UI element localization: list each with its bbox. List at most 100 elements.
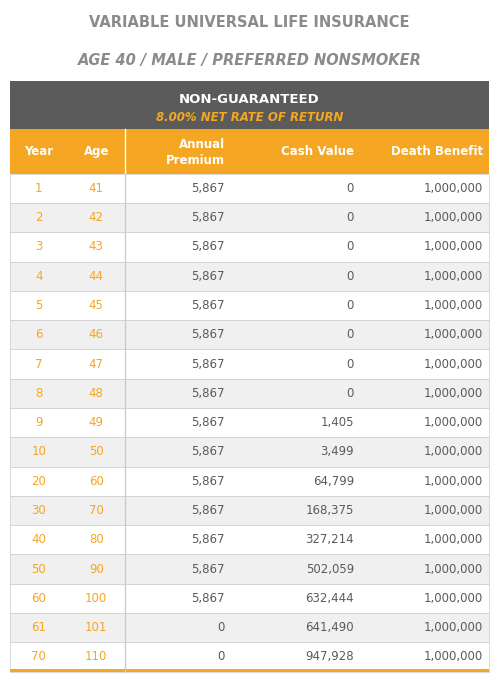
Text: 1,000,000: 1,000,000 [424,416,483,429]
Text: 1,000,000: 1,000,000 [424,621,483,634]
Bar [10,554,489,584]
Text: 46: 46 [89,328,104,342]
Text: 7: 7 [35,358,42,371]
Text: NON-GUARANTEED: NON-GUARANTEED [179,93,320,106]
Bar [10,232,489,262]
Text: 60: 60 [31,592,46,605]
Bar [10,584,489,613]
Text: 101: 101 [85,621,107,634]
Text: 9: 9 [35,416,42,429]
Text: 5,867: 5,867 [191,299,225,312]
Text: 0: 0 [347,270,354,283]
Text: 1,000,000: 1,000,000 [424,387,483,400]
Text: 327,214: 327,214 [305,533,354,546]
Text: 50: 50 [31,563,46,576]
Text: 48: 48 [89,387,104,400]
Bar [10,173,489,203]
Bar [10,320,489,350]
Text: 1,000,000: 1,000,000 [424,240,483,253]
Text: 45: 45 [89,299,104,312]
Text: 5,867: 5,867 [191,533,225,546]
Text: 3: 3 [35,240,42,253]
Text: 947,928: 947,928 [305,651,354,664]
Text: 1,405: 1,405 [320,416,354,429]
Text: 1,000,000: 1,000,000 [424,358,483,371]
Bar [10,643,489,672]
Text: 5,867: 5,867 [191,387,225,400]
Text: 168,375: 168,375 [305,504,354,517]
Text: 0: 0 [347,211,354,224]
Text: 0: 0 [347,182,354,195]
Text: 0: 0 [347,299,354,312]
Text: 100: 100 [85,592,107,605]
Text: 5,867: 5,867 [191,446,225,458]
Text: Death Benefit: Death Benefit [391,145,483,158]
Text: 0: 0 [217,651,225,664]
Text: Cash Value: Cash Value [281,145,354,158]
Text: 50: 50 [89,446,104,458]
Bar [10,466,489,496]
Text: 43: 43 [89,240,104,253]
Text: 40: 40 [31,533,46,546]
Text: 5,867: 5,867 [191,358,225,371]
Bar [10,408,489,437]
Bar [10,379,489,408]
Bar [10,670,489,672]
Text: 60: 60 [89,475,104,488]
Text: 0: 0 [347,358,354,371]
Text: 47: 47 [89,358,104,371]
Bar [10,350,489,379]
Bar [10,613,489,643]
Text: 1,000,000: 1,000,000 [424,592,483,605]
Text: 641,490: 641,490 [305,621,354,634]
Text: 5,867: 5,867 [191,475,225,488]
Text: 5,867: 5,867 [191,182,225,195]
Text: 10: 10 [31,446,46,458]
Text: AGE 40 / MALE / PREFERRED NONSMOKER: AGE 40 / MALE / PREFERRED NONSMOKER [77,53,422,68]
Text: 1,000,000: 1,000,000 [424,182,483,195]
Text: 5: 5 [35,299,42,312]
Text: 4: 4 [35,270,42,283]
Text: 1,000,000: 1,000,000 [424,504,483,517]
Text: 1,000,000: 1,000,000 [424,446,483,458]
Text: 1,000,000: 1,000,000 [424,299,483,312]
Text: 80: 80 [89,533,104,546]
Text: 3,499: 3,499 [320,446,354,458]
Bar [10,203,489,232]
Text: 90: 90 [89,563,104,576]
Text: 0: 0 [347,387,354,400]
Text: 8: 8 [35,387,42,400]
Text: 20: 20 [31,475,46,488]
Text: 0: 0 [217,621,225,634]
Bar [10,496,489,525]
Text: 44: 44 [89,270,104,283]
Text: 632,444: 632,444 [305,592,354,605]
Text: VARIABLE UNIVERSAL LIFE INSURANCE: VARIABLE UNIVERSAL LIFE INSURANCE [89,15,410,30]
Text: 5,867: 5,867 [191,504,225,517]
Text: 1,000,000: 1,000,000 [424,211,483,224]
Text: 5,867: 5,867 [191,563,225,576]
Text: 1,000,000: 1,000,000 [424,533,483,546]
Text: 5,867: 5,867 [191,592,225,605]
Bar [10,437,489,466]
Text: Year: Year [24,145,53,158]
Text: 49: 49 [89,416,104,429]
Text: 64,799: 64,799 [313,475,354,488]
Text: 1,000,000: 1,000,000 [424,651,483,664]
Bar [10,291,489,320]
Text: 30: 30 [31,504,46,517]
Text: 5,867: 5,867 [191,211,225,224]
Text: Premium: Premium [166,154,225,167]
Text: 42: 42 [89,211,104,224]
Text: 70: 70 [89,504,104,517]
Text: 1,000,000: 1,000,000 [424,270,483,283]
Text: 6: 6 [35,328,42,342]
Text: 70: 70 [31,651,46,664]
Text: 1,000,000: 1,000,000 [424,328,483,342]
Text: 8.00% NET RATE OF RETURN: 8.00% NET RATE OF RETURN [156,111,343,124]
Text: 2: 2 [35,211,42,224]
Text: 5,867: 5,867 [191,240,225,253]
Text: 41: 41 [89,182,104,195]
Text: 1: 1 [35,182,42,195]
Text: 502,059: 502,059 [306,563,354,576]
